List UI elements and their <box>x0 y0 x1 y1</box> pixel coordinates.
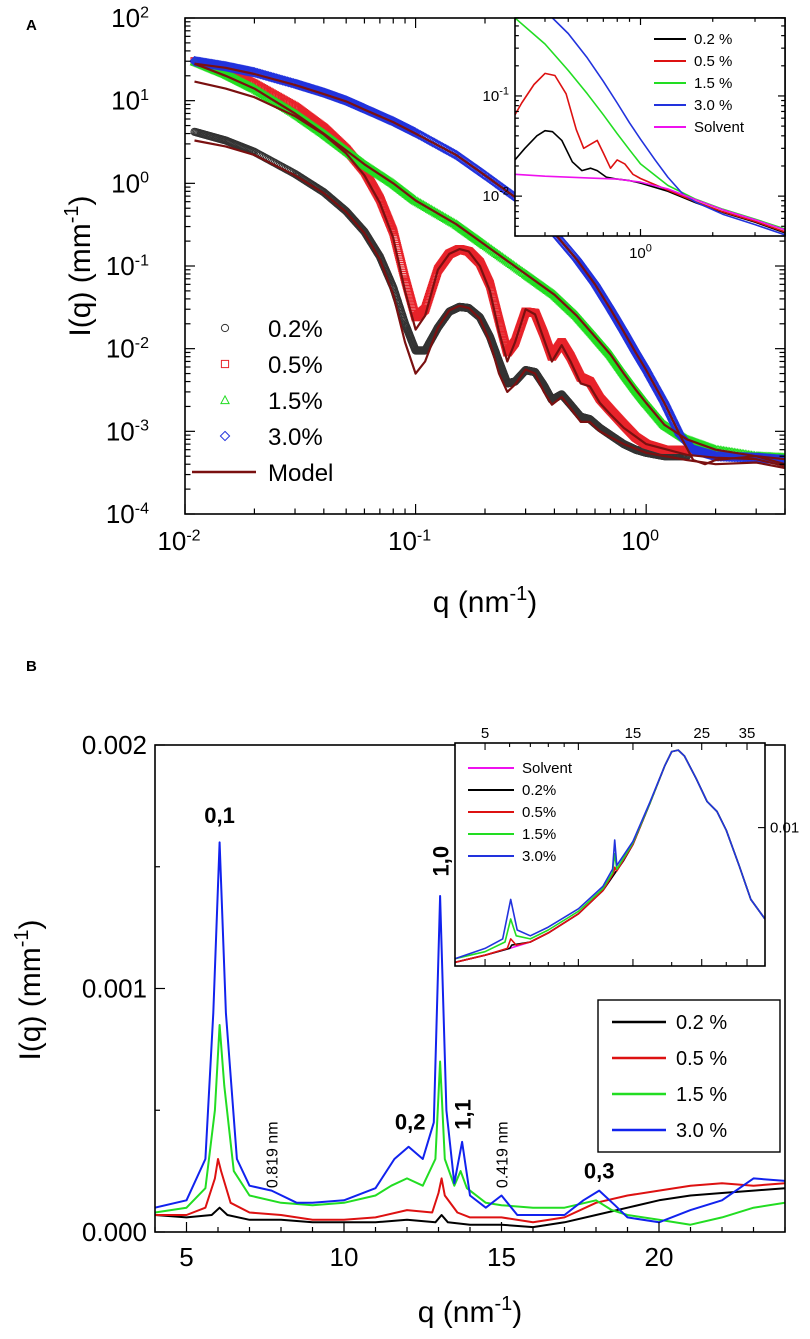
y-tick-label: 0.001 <box>82 974 147 1004</box>
model-line-2 <box>194 62 785 461</box>
series-3.0 % <box>155 841 785 1224</box>
inset-legend-label-1.5 %: 1.5 % <box>694 75 732 92</box>
legend-label-0.5%: 0.5% <box>268 352 323 379</box>
inset-y-tick-label: 10-1 <box>483 85 509 105</box>
inset-background <box>455 743 765 966</box>
peak-label: 1,0 <box>429 846 454 877</box>
inset-series-3.0 % <box>551 18 785 236</box>
inset-x-tick-label: 5 <box>481 725 489 742</box>
peak-label: 1,1 <box>451 1099 476 1130</box>
legend-label-3.0 %: 3.0 % <box>676 1120 727 1142</box>
y-tick-label: 0.002 <box>82 730 147 760</box>
y-tick-label: 10-2 <box>106 334 149 364</box>
legend-box <box>597 999 781 1153</box>
inset-x-tick-label: 100 <box>629 242 652 262</box>
inset-legend-label-3.0 %: 3.0 % <box>694 97 732 114</box>
inset-y-tick-label: 10-2 <box>483 186 509 206</box>
legend: 0.2 % 0.5 % 1.5 % 3.0 % <box>597 999 781 1153</box>
x-axis-title: q (nm-1) <box>433 583 537 619</box>
spacing-label: 0.419 nm <box>495 1121 512 1188</box>
peak-label: 0,2 <box>395 1110 426 1135</box>
model-line-1 <box>194 80 785 468</box>
y-tick-label: 10-4 <box>106 499 149 529</box>
legend-label-0.2%: 0.2% <box>268 316 323 343</box>
inset-y-tick-label: 0.01 <box>770 820 799 837</box>
series-0.2 % <box>155 1187 785 1229</box>
y-tick-label: 10-3 <box>106 416 149 446</box>
x-tick-label: 10-2 <box>157 526 200 556</box>
legend-label-1.5 %: 1.5 % <box>676 1084 727 1106</box>
inset-background <box>515 18 785 236</box>
legend-label-0.2 %: 0.2 % <box>676 1012 727 1034</box>
inset-legend: Solvent 0.2% 0.5% 1.5% 3.0% <box>468 760 573 865</box>
y-tick-label: 100 <box>111 168 149 198</box>
inset-legend: 0.2 % 0.5 % 1.5 % 3.0 % Solvent <box>654 31 745 136</box>
spacing-label: 0.819 nm <box>265 1121 282 1188</box>
legend-marker-0.5% <box>220 359 230 369</box>
inset-legend-label-Solvent: Solvent <box>694 119 745 136</box>
legend-marker-3.0% <box>219 430 231 442</box>
x-tick-label: 100 <box>621 526 659 556</box>
inset-series-0.5 % <box>515 72 785 233</box>
peak-label: 0,3 <box>584 1158 615 1183</box>
x-tick-label: 20 <box>645 1242 674 1272</box>
y-axis-title: I(q) (mm-1) <box>61 195 97 336</box>
legend: 0.2% 0.5% 1.5% 3.0% Model <box>192 316 333 487</box>
inset-legend-label-0.5 %: 0.5 % <box>694 53 732 70</box>
inset-legend-label-3.0%: 3.0% <box>522 848 556 865</box>
panel-a-letter: A <box>26 17 37 34</box>
inset-legend-label-0.2%: 0.2% <box>522 782 556 799</box>
legend-marker-0.2% <box>220 323 230 333</box>
x-tick-label: 5 <box>179 1242 193 1272</box>
panel-b-inset-plot: 5 15 25 35 0.01 Solvent 0.2% 0.5% 1.5% 3.0% <box>454 725 799 967</box>
model-line-0 <box>194 139 785 470</box>
inset-legend-label-0.2 %: 0.2 % <box>694 31 732 48</box>
inset-frame <box>454 742 766 967</box>
inset-x-tick-label: 15 <box>625 725 642 742</box>
inset-x-tick-label: 35 <box>739 725 756 742</box>
series-3.0% <box>189 55 785 466</box>
inset-x-tick-label: 25 <box>693 725 710 742</box>
x-tick-label: 10 <box>330 1242 359 1272</box>
data-point <box>247 66 259 78</box>
legend-label-1.5%: 1.5% <box>268 388 323 415</box>
legend-marker-1.5% <box>220 394 230 405</box>
y-tick-label: 102 <box>111 3 149 33</box>
panel-b-main-plot: 5 10 15 20 0.000 0.001 0.002 q (nm-1) I(q) (mm-1… <box>11 730 786 1329</box>
inset-frame <box>514 17 786 237</box>
panel-a-main-plot: 10-2 10-1 100 10-4 10-3 10-2 10-1 100 101 102 q (n… <box>61 3 786 619</box>
legend-label-model: Model <box>268 460 333 487</box>
legend-label-3.0%: 3.0% <box>268 424 323 451</box>
inset-legend-label-0.5%: 0.5% <box>522 804 556 821</box>
y-tick-label: 101 <box>111 86 149 116</box>
x-tick-label: 10-1 <box>388 526 431 556</box>
peak-label: 0,1 <box>204 803 235 828</box>
inset-legend-label-Solvent: Solvent <box>522 760 573 777</box>
x-axis-title: q (nm-1) <box>418 1293 522 1329</box>
model-line-3 <box>194 62 785 466</box>
panel-a-inset-plot: 100 10-2 10-1 0.2 % 0.5 % 1.5 % 3.0 % Solvent <box>483 17 786 262</box>
y-tick-label: 0.000 <box>82 1217 147 1247</box>
inset-legend-label-1.5%: 1.5% <box>522 826 556 843</box>
panel-b-letter: B <box>26 658 37 675</box>
y-axis-title: I(q) (mm-1) <box>11 919 47 1060</box>
inset-series-3.0% <box>455 749 765 960</box>
data-point <box>244 66 256 77</box>
inset-series-Solvent <box>515 173 785 231</box>
legend-label-0.5 %: 0.5 % <box>676 1048 727 1070</box>
x-tick-label: 15 <box>487 1242 516 1272</box>
series-0.5 % <box>155 1158 785 1224</box>
y-tick-label: 10-1 <box>106 251 149 281</box>
